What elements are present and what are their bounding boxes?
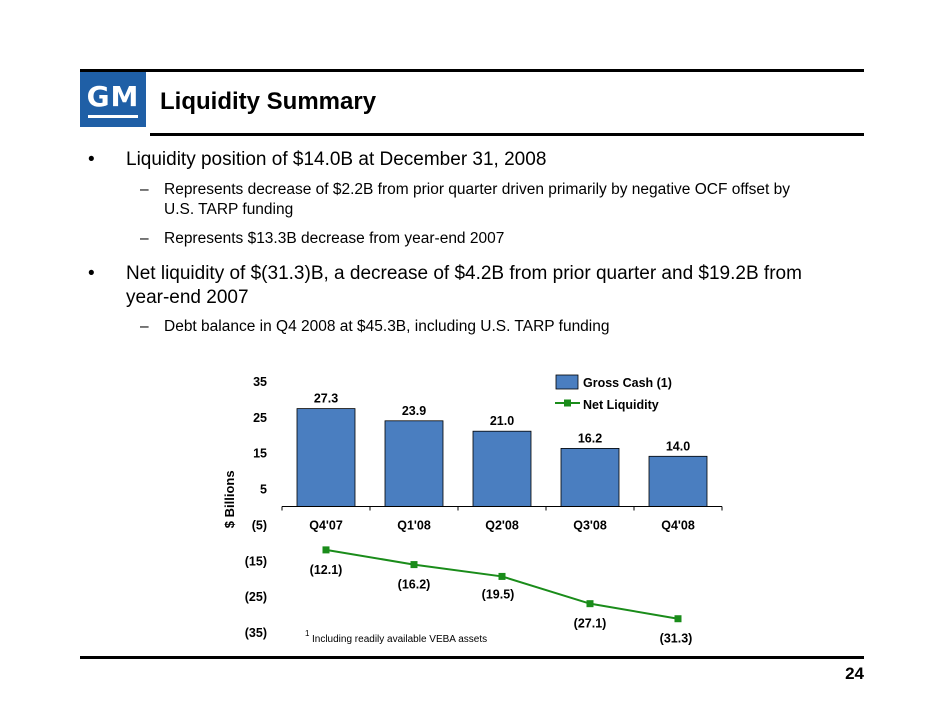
y-tick-label: (35) — [245, 626, 267, 640]
footnote-text: Including readily available VEBA assets — [312, 634, 487, 645]
y-tick-label: 35 — [253, 375, 267, 389]
y-tick-label: 5 — [260, 483, 267, 497]
legend-swatch-gross-cash — [555, 374, 579, 390]
bar-value-label: 14.0 — [666, 439, 690, 453]
bar — [560, 448, 620, 507]
footnote-marker: 1 — [305, 629, 310, 638]
y-tick-label: 15 — [253, 447, 267, 461]
bar-value-label: 27.3 — [314, 392, 338, 406]
sub-bullet-marker: – — [140, 318, 149, 335]
line-value-label: (31.3) — [660, 632, 693, 646]
bullet-text: Liquidity position of $14.0B at December… — [126, 149, 547, 170]
bottom-rule — [80, 656, 864, 659]
bar — [472, 430, 532, 507]
x-category-label: Q4'08 — [661, 518, 695, 532]
line-value-label: (19.5) — [482, 587, 515, 601]
net-liquidity-line — [325, 548, 679, 620]
sub-bullet-text: Debt balance in Q4 2008 at $45.3B, inclu… — [164, 318, 610, 335]
bar-value-label: 23.9 — [402, 404, 426, 418]
legend-label-net-liquidity: Net Liquidity — [583, 398, 659, 412]
top-rule — [80, 69, 864, 72]
bar-value-label: 21.0 — [490, 414, 514, 428]
line-point — [322, 546, 330, 554]
y-tick-label: (25) — [245, 590, 267, 604]
line-value-label: (12.1) — [310, 563, 343, 577]
sub-bullet-text: Represents decrease of $2.2B from prior … — [164, 181, 791, 218]
legend-marker-net-liquidity — [564, 399, 571, 407]
x-category-label: Q3'08 — [573, 518, 607, 532]
line-value-label: (16.2) — [398, 578, 431, 592]
x-category-label: Q1'08 — [397, 518, 431, 532]
bar — [648, 455, 708, 507]
bullet-marker: • — [88, 263, 95, 284]
y-axis-title: $ Billions — [222, 470, 237, 528]
bullet-marker: • — [88, 149, 95, 170]
sub-bullet-text: Represents $13.3B decrease from year-end… — [164, 230, 505, 247]
line-point — [586, 600, 594, 608]
page-number: 24 — [845, 664, 864, 683]
bar — [296, 408, 356, 507]
x-category-label: Q4'07 — [309, 518, 343, 532]
legend-label-gross-cash: Gross Cash (1) — [583, 376, 672, 390]
y-tick-label: (15) — [245, 554, 267, 568]
gm-logo-text: GM — [87, 81, 138, 118]
gm-logo: GM — [80, 72, 146, 127]
line-value-label: (27.1) — [574, 617, 607, 631]
title-rule — [150, 133, 864, 136]
y-tick-label: (5) — [252, 518, 267, 532]
line-point — [410, 561, 418, 569]
line-point — [674, 615, 682, 623]
bar — [384, 420, 444, 507]
slide-title: Liquidity Summary — [160, 88, 377, 115]
line-point — [498, 572, 506, 580]
bullet-text: Net liquidity of $(31.3)B, a decrease of… — [126, 263, 802, 308]
x-category-label: Q2'08 — [485, 518, 519, 532]
bar-value-label: 16.2 — [578, 431, 602, 445]
y-tick-label: 25 — [253, 411, 267, 425]
sub-bullet-marker: – — [140, 181, 149, 198]
sub-bullet-marker: – — [140, 230, 149, 247]
